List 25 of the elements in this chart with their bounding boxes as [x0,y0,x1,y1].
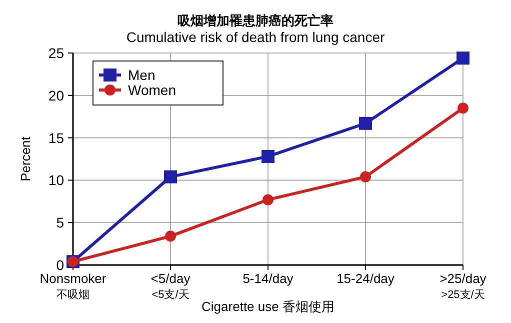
x-tick-label: 5-14/day [242,271,294,286]
point [262,194,274,206]
y-tick-label: 15 [48,130,64,146]
x-tick-label: Nonsmoker 不吸烟 [40,271,107,301]
y-tick-label: 20 [48,87,64,104]
legend-label: Men [128,67,156,83]
x-tick-label: >25/day >25支/天 [440,271,487,301]
y-tick-label: 5 [56,214,64,231]
y-axis-title: Percent [18,136,33,182]
point [360,171,371,182]
point [165,230,176,242]
point [262,150,274,163]
point [456,52,470,65]
x-axis-title: Cigarette use 香烟使用 [202,299,334,314]
chart-title: 吸烟增加罹患肺癌的死亡率 [178,13,334,28]
point [458,102,468,114]
y-tick-label: 10 [48,172,64,188]
point [359,116,372,130]
y-tick-label: 0 [56,257,64,273]
x-tick-label: 15-24/day [336,271,395,286]
x-tick-label: <5/day <5支/天 [150,271,191,301]
y-tick-label: 25 [48,45,64,61]
chart-subtitle: Cumulative risk of death from lung cancer [126,29,386,45]
legend-label: Women [128,82,176,98]
point [164,170,177,184]
